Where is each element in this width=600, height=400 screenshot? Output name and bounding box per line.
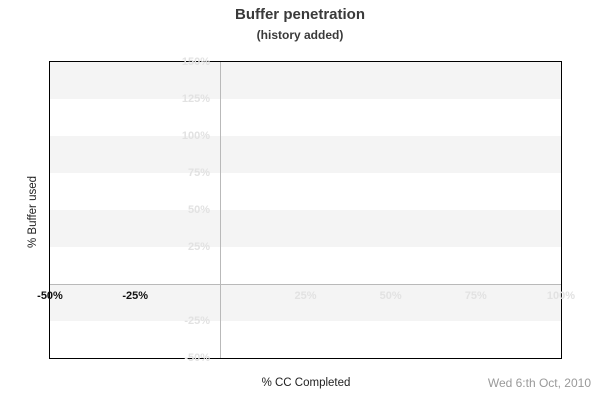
plot-area: 150% 125% 100% 75% 50% 25% -25% -50% -50…: [37, 56, 575, 364]
y-tick-neg-25: -25%: [184, 315, 210, 327]
y-tick-75: 75%: [187, 167, 210, 179]
x-tick-25: 25%: [294, 290, 317, 302]
y-tick-100: 100%: [181, 130, 210, 142]
y-zero-gridline: [50, 284, 561, 285]
y-tick-neg-50: -50%: [184, 352, 210, 364]
x-axis-title: % CC Completed: [261, 377, 351, 389]
x-tick-neg-25: -25%: [122, 290, 148, 302]
y-tick-125: 125%: [181, 93, 210, 105]
x-tick-50: 50%: [379, 290, 402, 302]
chart-subtitle: (history added): [256, 28, 344, 42]
y-axis-title: % Buffer used: [27, 175, 39, 249]
x-tick-100: 100%: [546, 290, 576, 302]
y-tick-50: 50%: [187, 204, 210, 216]
x-tick-75: 75%: [464, 290, 487, 302]
x-zero-gridline: [220, 62, 222, 358]
y-tick-25: 25%: [187, 241, 210, 253]
chart-date: Wed 6:th Oct, 2010: [487, 376, 591, 390]
chart-title: Buffer penetration: [234, 6, 365, 23]
x-tick-neg-50: -50%: [37, 290, 63, 302]
y-tick-150: 150%: [181, 56, 210, 68]
